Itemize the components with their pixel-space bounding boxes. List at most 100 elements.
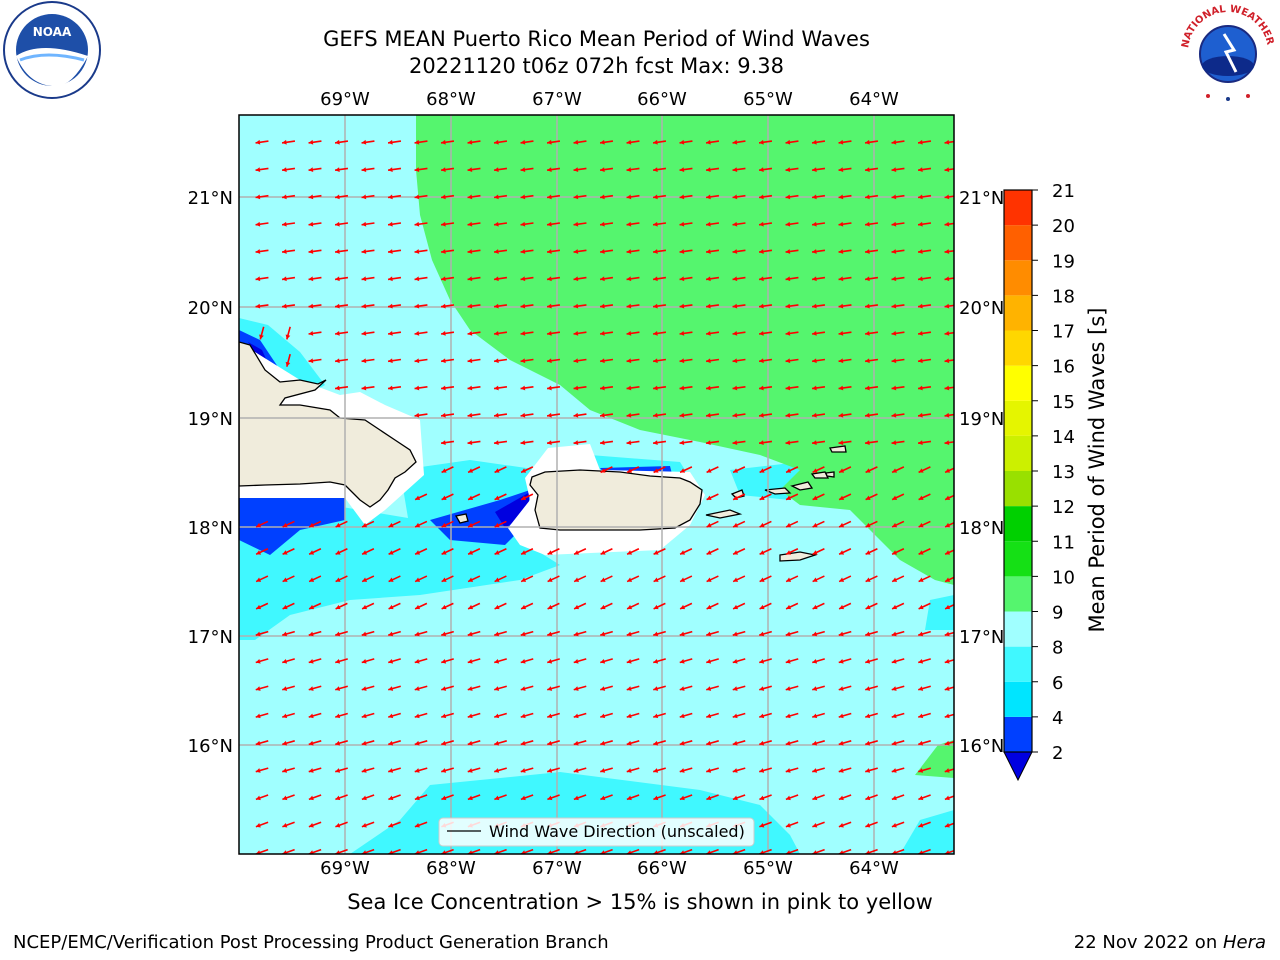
direction-arrow (732, 331, 746, 336)
direction-arrow (918, 466, 931, 474)
direction-arrow (732, 221, 746, 227)
direction-arrow (308, 602, 322, 610)
longitude-labels-bottom: 69°W 68°W 67°W 66°W 65°W 64°W (320, 858, 899, 879)
direction-arrow (944, 303, 954, 309)
direction-arrow (891, 740, 905, 746)
direction-arrow (414, 520, 428, 528)
direction-arrow (918, 658, 931, 664)
direction-arrow (812, 658, 825, 664)
direction-arrow (759, 740, 772, 746)
direction-arrow (494, 712, 507, 719)
direction-arrow (414, 602, 428, 610)
direction-arrow (282, 602, 295, 610)
direction-arrow (599, 249, 614, 254)
direction-arrow (917, 249, 932, 254)
direction-arrow (467, 630, 481, 637)
direction-arrow (679, 740, 693, 746)
footer-branch: NCEP/EMC/Verification Post Processing Pr… (13, 932, 609, 953)
direction-arrow (414, 385, 428, 391)
direction-arrow (785, 412, 799, 418)
direction-arrow (679, 139, 693, 145)
direction-arrow (308, 685, 322, 691)
direction-arrow (891, 685, 905, 691)
footer-date: 22 Nov 2022 on Hera (1074, 932, 1266, 953)
direction-arrow (918, 493, 931, 501)
direction-arrow (758, 221, 773, 227)
direction-arrow (520, 276, 534, 282)
direction-arrow (546, 358, 561, 364)
direction-arrow (440, 276, 455, 282)
direction-arrow (308, 658, 322, 664)
direction-arrow (864, 249, 879, 254)
direction-arrow (441, 575, 454, 583)
land-anegada (829, 445, 847, 453)
direction-arrow (732, 493, 746, 501)
direction-arrow (573, 767, 587, 773)
direction-arrow (838, 412, 852, 418)
direction-arrow (785, 385, 799, 391)
direction-arrow (361, 767, 375, 773)
colorbar-tick-label: 10 (1052, 567, 1075, 588)
direction-arrow (441, 520, 454, 528)
direction-arrow (441, 658, 454, 664)
direction-arrow (387, 139, 402, 145)
direction-arrow (652, 139, 667, 145)
direction-arrow (679, 575, 693, 583)
direction-arrow (467, 412, 481, 418)
direction-arrow (679, 249, 693, 254)
direction-arrow (652, 440, 667, 445)
direction-arrow (493, 221, 508, 227)
direction-arrow (652, 303, 667, 309)
direction-arrow (573, 794, 587, 801)
direction-arrow (838, 249, 852, 254)
direction-arrow (626, 466, 640, 474)
direction-arrow (864, 167, 879, 172)
direction-arrow (785, 658, 799, 664)
direction-arrow (361, 221, 375, 227)
direction-arrow (811, 440, 826, 445)
direction-arrow (441, 630, 454, 637)
direction-arrow (387, 221, 402, 227)
direction-arrow (441, 493, 454, 501)
direction-arrow (547, 794, 560, 801)
direction-arrow (467, 712, 481, 719)
direction-arrow (414, 630, 428, 637)
direction-arrow (361, 685, 375, 691)
direction-arrow (653, 740, 666, 746)
direction-arrow (546, 385, 561, 391)
direction-arrow (467, 520, 481, 528)
longitude-label: 65°W (743, 89, 793, 110)
direction-arrow (520, 575, 534, 583)
direction-arrow (414, 575, 428, 583)
direction-arrow (440, 440, 455, 445)
direction-arrow (865, 602, 878, 610)
direction-arrow (546, 221, 561, 227)
direction-arrow (335, 602, 348, 610)
direction-arrow (387, 358, 402, 364)
direction-arrow (599, 167, 614, 172)
direction-arrow (573, 602, 587, 610)
direction-arrow (785, 630, 799, 637)
direction-arrow (441, 466, 454, 474)
direction-arrow (679, 548, 693, 555)
direction-arrow (758, 385, 773, 391)
colorbar-segment (1004, 295, 1032, 331)
direction-arrow (732, 767, 746, 773)
direction-arrow (944, 221, 954, 227)
direction-arrow (282, 630, 295, 637)
direction-arrow (361, 602, 375, 610)
colorbar-tick-label: 12 (1052, 497, 1075, 518)
direction-arrow (812, 602, 825, 610)
direction-arrow (785, 221, 799, 227)
direction-arrow (811, 249, 826, 254)
latitude-label: 20°N (959, 298, 1004, 319)
direction-arrow (547, 767, 560, 773)
direction-arrow (334, 167, 349, 172)
direction-arrow (255, 712, 269, 719)
direction-arrow (626, 740, 640, 746)
footer-host: Hera (1222, 932, 1266, 953)
direction-arrow (679, 658, 693, 664)
direction-arrow (811, 358, 826, 364)
direction-arrow (281, 303, 296, 309)
direction-arrow (414, 712, 428, 719)
